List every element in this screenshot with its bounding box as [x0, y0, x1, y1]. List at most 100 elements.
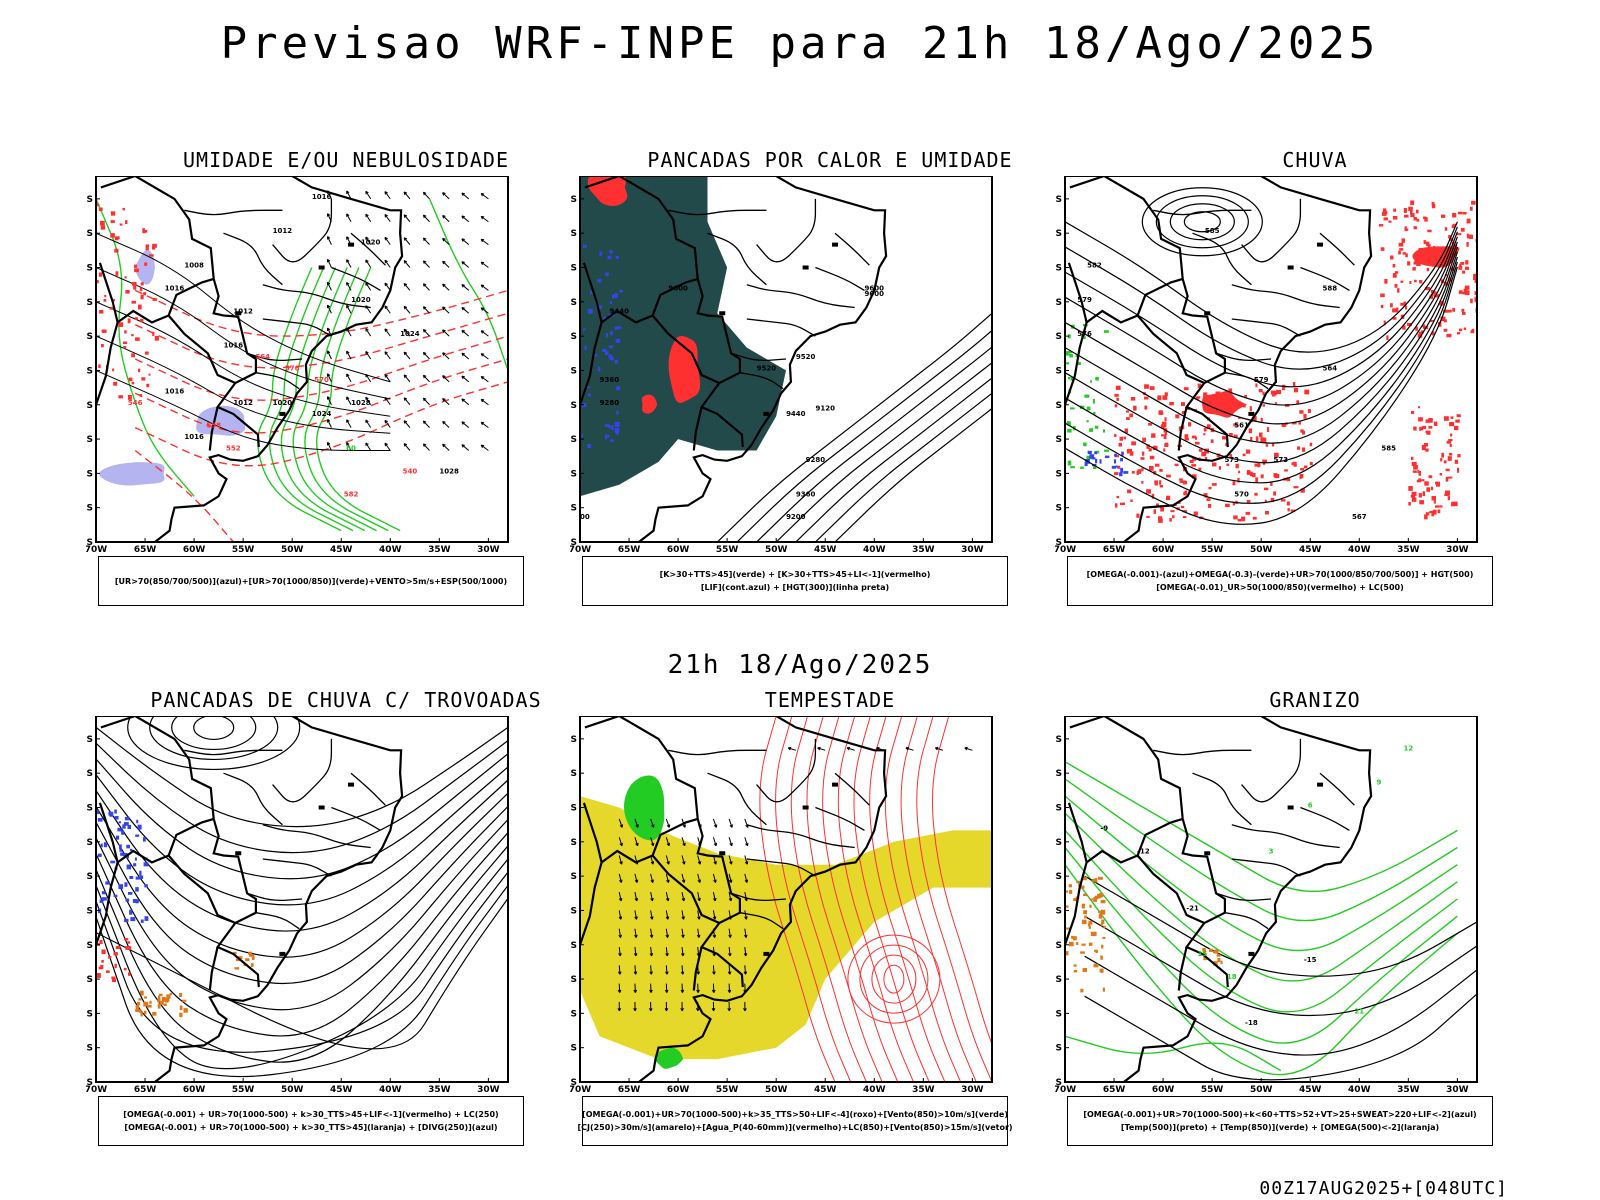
wind-vector [403, 443, 411, 451]
omega500-orange-cell [1084, 915, 1087, 919]
hgt300-contour [775, 361, 992, 542]
wind-vector [461, 307, 470, 314]
rain-red-cell [1127, 489, 1132, 494]
rain-red-cell [1394, 271, 1399, 274]
rain-red-cell [1456, 332, 1461, 335]
contour-label: 582 [344, 490, 359, 498]
wind-vector [666, 879, 670, 883]
wind-vector [326, 396, 331, 400]
state-border [834, 232, 870, 266]
lif-blue-contour [605, 333, 609, 338]
rain-red-cell [1175, 414, 1180, 419]
divg-blue-cell [118, 884, 124, 889]
rain-red-cell [1184, 437, 1189, 441]
rain-red-cell [1264, 499, 1267, 503]
rain-red-cell [1382, 208, 1387, 213]
wind-vector [403, 191, 411, 200]
omega-green-cell [1093, 465, 1097, 470]
rain-red-cell [1296, 400, 1300, 404]
rain-red-cell [1118, 442, 1122, 447]
omega-green-cell [1065, 362, 1069, 365]
lif-blue-contour [614, 428, 620, 433]
rain-red-cell [1137, 469, 1142, 474]
rain-red-cell [1255, 477, 1259, 483]
thickness-contour [134, 449, 234, 542]
rain-red-cell [1212, 462, 1217, 467]
state-border [739, 912, 784, 930]
legend-box: [OMEGA(-0.001)+UR>70(1000-500)+k<60+TTS>… [1067, 1096, 1493, 1146]
rh-green-contour [428, 198, 508, 371]
wind-vector [664, 989, 669, 993]
wind-vector [422, 397, 427, 402]
lc250-streamline [96, 753, 508, 880]
rain-red-cell [1159, 469, 1163, 472]
wind-vector [713, 842, 718, 847]
lake [1287, 265, 1294, 270]
k-orange-cell [144, 996, 148, 999]
wind-vector [729, 824, 733, 828]
divg-blue-cell [125, 898, 130, 902]
y-tick-label: 36S [570, 1009, 577, 1019]
rain-red-cell [1136, 470, 1139, 475]
omega500-orange-cell [1082, 876, 1087, 881]
y-tick-label: 15S [1055, 769, 1062, 779]
rain-red-cell [1144, 384, 1149, 389]
rain-red-cell [1398, 250, 1401, 255]
rh-red-cell [96, 203, 100, 207]
y-tick-label: 33S [86, 975, 93, 985]
rain-red-cell [1271, 442, 1275, 447]
hgt500-contour [1065, 256, 1458, 484]
wind-vector [650, 910, 653, 920]
lc250-streamline [96, 792, 508, 958]
rain-red-cell [1128, 448, 1132, 453]
divg-blue-cell [124, 918, 129, 923]
state-border [331, 266, 381, 291]
state-border [350, 232, 386, 266]
lake [348, 782, 355, 787]
lif-blue-contour [608, 425, 611, 429]
rain-red-cell [1262, 404, 1266, 407]
omega500-orange-cell [1100, 955, 1103, 960]
wind-vector [384, 259, 388, 264]
wind-vector [326, 327, 331, 332]
state-border [1300, 266, 1350, 291]
k-red-cell [101, 949, 106, 955]
wind-vector [666, 861, 670, 865]
wind-vector [442, 306, 450, 314]
state-border [331, 806, 381, 831]
wind-vector [480, 353, 485, 357]
divg-blue-cell [143, 862, 149, 867]
lif-blue-contour [588, 393, 591, 397]
wind-vector [461, 261, 465, 265]
rh-red-cell [131, 300, 137, 304]
rain-red-cell [1291, 422, 1297, 425]
k-orange-cell [135, 1009, 140, 1013]
wind-vector [422, 329, 427, 333]
rain-red-cell [1146, 444, 1150, 449]
wind-vector [403, 328, 411, 337]
rain-red-cell [1416, 209, 1419, 214]
wind-vector [423, 420, 430, 428]
rain-red-cell [1210, 439, 1214, 443]
wind-vector [403, 351, 408, 356]
x-tick-label: 70W [1055, 1085, 1076, 1095]
state-border [707, 232, 767, 286]
contour-label: 9120 [815, 404, 835, 412]
wind-vector [365, 328, 369, 332]
rain-red-cell [1402, 252, 1406, 255]
divg-blue-cell [124, 882, 128, 887]
rain-red-cell [1398, 242, 1404, 247]
wind-vector [649, 971, 653, 975]
rain-red-cell [1265, 444, 1269, 447]
lake [235, 311, 242, 316]
omega500-orange-cell [1093, 963, 1099, 968]
rain-red-cell [1413, 217, 1417, 221]
contour-label: 12 [1403, 744, 1413, 752]
y-tick-label: 12S [1055, 735, 1062, 745]
wind-vector [650, 946, 653, 957]
thickness-contour [134, 335, 508, 401]
omega500-orange-cell [1098, 876, 1103, 880]
rain-red-cell [1115, 503, 1118, 508]
pw-red-contour [883, 964, 905, 994]
rain-red-cell [1229, 454, 1233, 459]
